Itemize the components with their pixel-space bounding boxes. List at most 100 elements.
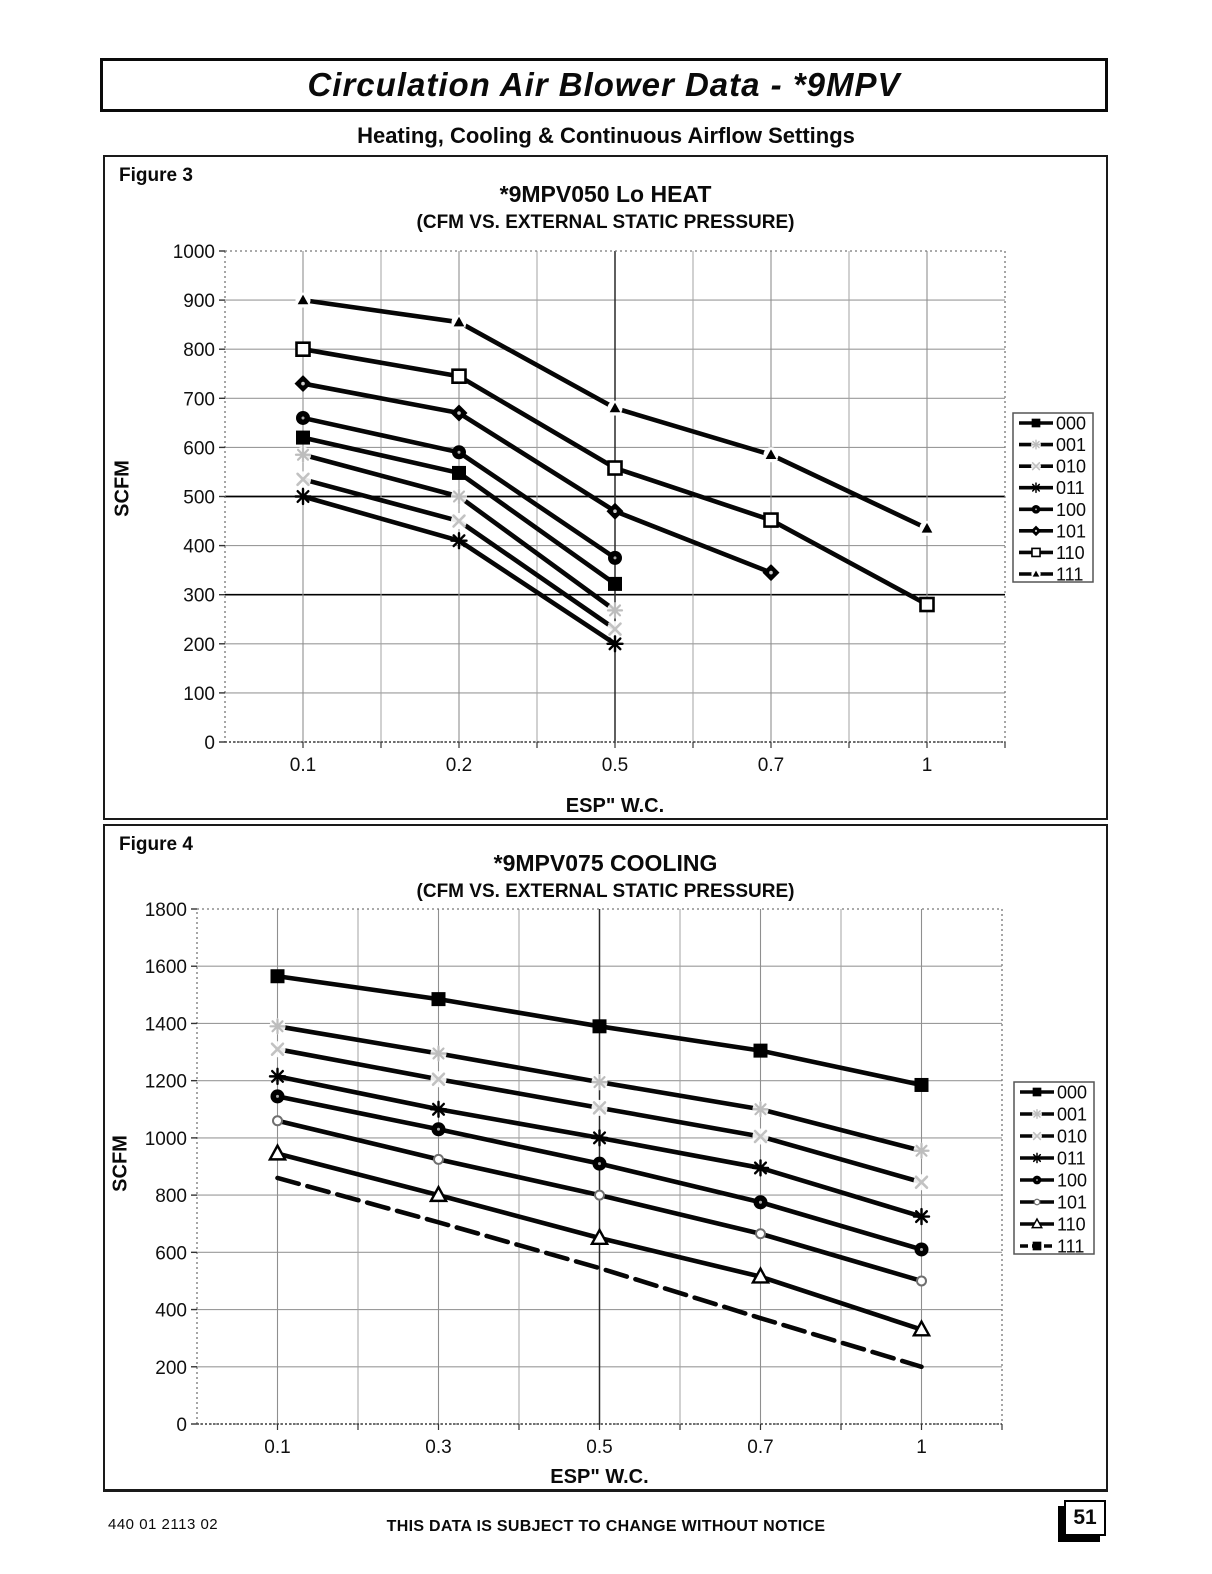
y-tick-label: 600 <box>155 1243 187 1264</box>
open-square-marker-icon <box>295 341 311 357</box>
legend-label: 100 <box>1056 500 1086 520</box>
light-dot-marker-icon <box>916 1275 927 1287</box>
legend-label: 001 <box>1057 1105 1087 1125</box>
asterisk-marker-icon <box>1030 482 1042 494</box>
legend-entry-101: 101 <box>1019 521 1086 541</box>
figure4-chart-subtitle: (CFM VS. EXTERNAL STATIC PRESSURE) <box>416 881 795 902</box>
y-tick-label: 200 <box>183 635 215 656</box>
light-x-marker-icon <box>269 1041 286 1058</box>
legend-label: 101 <box>1056 521 1086 541</box>
light-x-marker-icon <box>295 471 311 488</box>
y-tick-label: 100 <box>183 684 215 705</box>
light-dot-marker-icon <box>755 1228 766 1240</box>
small-triangle-marker-icon <box>1031 569 1041 579</box>
legend-entry-011: 011 <box>1020 1149 1086 1169</box>
figure4-label: Figure 4 <box>119 834 193 855</box>
legend-label: 000 <box>1057 1083 1087 1103</box>
light-asterisk-marker-icon <box>430 1045 447 1062</box>
y-tick-label: 1000 <box>145 1129 187 1150</box>
filled-square-marker-icon <box>753 1043 768 1058</box>
y-tick-label: 1400 <box>145 1014 187 1035</box>
legend-entry-111: 111 <box>1020 1237 1084 1257</box>
asterisk-marker-icon <box>450 531 468 550</box>
filled-square-marker-icon <box>914 1077 929 1092</box>
legend-label: 100 <box>1057 1171 1087 1191</box>
light-asterisk-marker-icon <box>450 488 468 505</box>
light-asterisk-marker-icon <box>294 446 312 463</box>
asterisk-marker-icon <box>1031 1152 1043 1164</box>
filled-square-marker-icon <box>452 465 466 480</box>
figure3-panel: Figure 3 *9MPV050 Lo HEAT (CFM VS. EXTER… <box>103 155 1108 820</box>
asterisk-marker-icon <box>590 1129 609 1147</box>
open-triangle-marker-icon <box>1031 1217 1043 1229</box>
filled-square-marker-icon <box>608 576 622 591</box>
filled-circle-marker-icon <box>296 410 310 425</box>
filled-circle-marker-icon <box>270 1089 285 1104</box>
open-triangle-marker-icon <box>750 1266 771 1284</box>
y-tick-label: 700 <box>183 389 215 410</box>
legend-label: 011 <box>1057 1149 1086 1169</box>
figure3-chart: 0 100 200 300 400 500 600 700 800 900 1000 0.1 0.2 0.… <box>105 157 1106 818</box>
page-number: 51 <box>1073 1506 1097 1529</box>
y-tick-label: 900 <box>183 291 215 312</box>
open-square-marker-icon <box>919 596 935 613</box>
x-tick-label: 0.1 <box>264 1437 290 1458</box>
legend-label: 110 <box>1056 543 1085 563</box>
legend-entry-010: 010 <box>1020 1127 1087 1147</box>
y-tick-label: 800 <box>183 340 215 361</box>
x-tick-label: 1 <box>916 1437 927 1458</box>
y-tick-label: 800 <box>155 1186 187 1207</box>
asterisk-marker-icon <box>751 1159 770 1177</box>
small-triangle-marker-icon <box>295 292 311 308</box>
asterisk-marker-icon <box>294 487 312 506</box>
light-dot-marker-icon <box>272 1115 283 1127</box>
legend-label: 010 <box>1057 1127 1087 1147</box>
legend-label: 111 <box>1057 1237 1084 1257</box>
diamond-marker-icon <box>294 375 312 393</box>
light-x-marker-icon <box>430 1071 447 1088</box>
legend-label: 000 <box>1056 414 1086 434</box>
y-tick-label: 400 <box>183 537 215 558</box>
open-square-marker-icon <box>607 460 623 476</box>
y-tick-label: 200 <box>155 1358 187 1379</box>
footer-notice: THIS DATA IS SUBJECT TO CHANGE WITHOUT N… <box>386 1518 826 1535</box>
figure3-chart-subtitle: (CFM VS. EXTERNAL STATIC PRESSURE) <box>416 212 795 233</box>
light-asterisk-marker-icon <box>1031 1108 1043 1120</box>
small-triangle-marker-icon <box>763 447 779 463</box>
filled-circle-marker-icon <box>914 1242 929 1257</box>
y-tick-label: 300 <box>183 586 215 607</box>
light-asterisk-marker-icon <box>752 1101 769 1118</box>
legend-entry-000: 000 <box>1020 1083 1087 1103</box>
filled-circle-marker-icon <box>431 1122 446 1137</box>
series-line-101 <box>300 381 774 575</box>
figure4-ylabel: SCFM <box>109 1135 132 1192</box>
light-x-marker-icon <box>607 621 623 638</box>
y-tick-label: 500 <box>183 488 215 509</box>
x-tick-label: 0.1 <box>290 755 316 776</box>
legend-entry-000: 000 <box>1019 414 1086 434</box>
small-triangle-marker-icon <box>919 520 935 536</box>
diamond-marker-icon <box>606 502 624 520</box>
light-x-marker-icon <box>752 1128 769 1145</box>
figure3-xlabel: ESP" W.C. <box>565 795 665 817</box>
figure3-label: Figure 3 <box>119 165 193 186</box>
filled-square-marker-icon <box>270 969 285 984</box>
figure4-chart: 0 200 400 600 800 1000 1200 1400 1600 1800 0.1 0.3 0… <box>105 826 1106 1489</box>
filled-circle-marker-icon <box>608 550 622 565</box>
x-tick-label: 1 <box>922 755 933 776</box>
legend-entry-001: 001 <box>1019 435 1086 455</box>
open-triangle-marker-icon <box>267 1143 288 1161</box>
x-tick-label: 0.7 <box>747 1437 773 1458</box>
filled-square-marker-icon <box>1031 418 1041 428</box>
legend-entry-001: 001 <box>1020 1105 1087 1125</box>
open-square-marker-icon <box>763 512 779 528</box>
y-tick-label: 0 <box>204 733 215 754</box>
legend-entry-100: 100 <box>1019 500 1086 520</box>
legend-label: 101 <box>1057 1193 1087 1213</box>
y-tick-label: 1000 <box>173 242 215 263</box>
y-tick-label: 1600 <box>145 957 187 978</box>
legend-entry-011: 011 <box>1019 478 1085 498</box>
legend-entry-101: 101 <box>1020 1193 1087 1213</box>
page-title: Circulation Air Blower Data - *9MPV <box>307 66 901 103</box>
figure4-xlabel: ESP" W.C. <box>550 1466 649 1488</box>
